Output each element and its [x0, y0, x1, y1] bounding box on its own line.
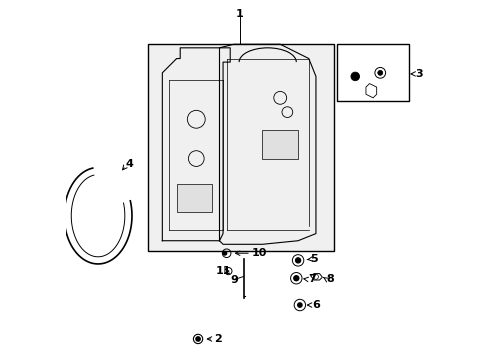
Text: 9: 9 [230, 275, 238, 285]
Text: 8: 8 [326, 274, 334, 284]
Text: 6: 6 [312, 300, 320, 310]
Circle shape [293, 276, 298, 281]
Text: 1: 1 [236, 9, 243, 19]
Bar [148, 44, 333, 251]
Text: 5: 5 [310, 254, 318, 264]
Bar [176, 184, 212, 212]
Circle shape [297, 303, 302, 307]
Circle shape [295, 258, 300, 263]
Text: 11: 11 [216, 266, 231, 276]
Bar [262, 130, 298, 158]
Circle shape [196, 337, 200, 341]
Text: 2: 2 [214, 334, 222, 344]
Circle shape [350, 72, 359, 81]
Text: 10: 10 [251, 248, 266, 258]
Text: 3: 3 [415, 69, 423, 79]
Circle shape [377, 70, 382, 75]
Circle shape [223, 251, 226, 255]
Text: 7: 7 [307, 274, 315, 284]
Text: 4: 4 [125, 159, 134, 169]
Bar [337, 44, 408, 102]
